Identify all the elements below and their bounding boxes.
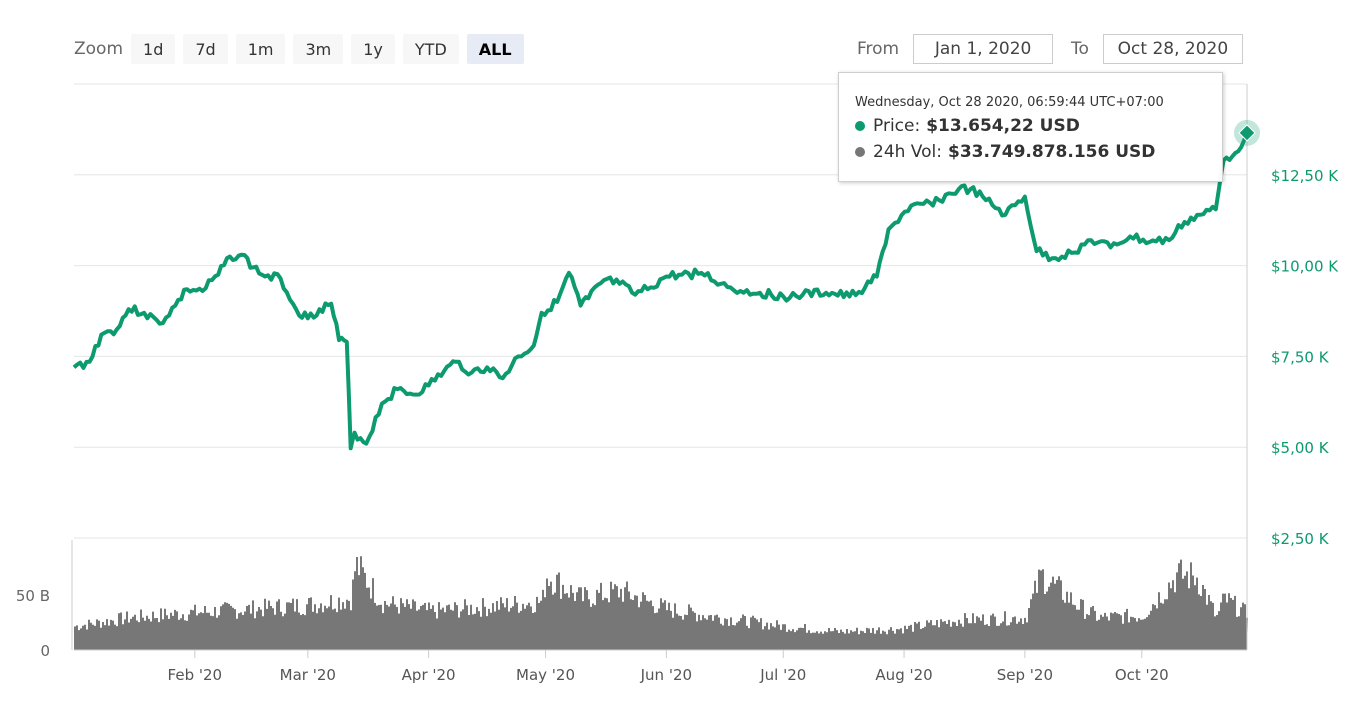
price-series-line xyxy=(72,132,1249,451)
hover-marker xyxy=(1234,119,1260,146)
volume-dot-icon xyxy=(855,147,865,157)
price-tick-label: $10,00 K xyxy=(1271,258,1339,276)
zoom-1m-button[interactable]: 1m xyxy=(235,34,286,64)
chart-axes xyxy=(71,84,1248,651)
zoom-7d-button[interactable]: 7d xyxy=(183,34,228,64)
zoom-all-button[interactable]: ALL xyxy=(466,34,524,64)
x-tick-label: Aug '20 xyxy=(875,666,932,684)
from-date-input[interactable]: Jan 1, 2020 xyxy=(913,34,1054,64)
zoom-1d-button[interactable]: 1d xyxy=(131,34,176,64)
zoom-label: Zoom xyxy=(74,39,124,59)
tooltip-volume-row: 24h Vol: $33.749.878.156 USD xyxy=(855,142,1206,162)
price-dot-icon xyxy=(855,121,865,131)
x-tick-label: Jul '20 xyxy=(759,666,806,684)
to-label: To xyxy=(1071,39,1089,59)
tooltip-volume-value: $33.749.878.156 USD xyxy=(947,142,1156,162)
zoom-selector: Zoom 1d 7d 1m 3m 1y YTD ALL xyxy=(74,33,532,65)
from-label: From xyxy=(857,39,900,59)
price-tooltip: Wednesday, Oct 28 2020, 06:59:44 UTC+07:… xyxy=(838,72,1223,182)
tooltip-price-label: Price: xyxy=(873,116,921,136)
volume-series xyxy=(74,556,1248,650)
zoom-3m-button[interactable]: 3m xyxy=(293,34,344,64)
tooltip-price-value: $13.654,22 USD xyxy=(926,116,1080,136)
tooltip-volume-label: 24h Vol: xyxy=(873,142,942,162)
x-tick-label: Sep '20 xyxy=(997,666,1053,684)
volume-tick-label: 50 B xyxy=(16,587,50,605)
date-range-from: From Jan 1, 2020 xyxy=(857,33,1054,65)
price-tick-label: $12,50 K xyxy=(1271,167,1339,185)
x-tick-label: Mar '20 xyxy=(280,666,336,684)
x-tick-label: May '20 xyxy=(516,666,575,684)
zoom-ytd-button[interactable]: YTD xyxy=(402,34,459,64)
zoom-1y-button[interactable]: 1y xyxy=(351,34,395,64)
price-tick-label: $2,50 K xyxy=(1271,530,1330,548)
price-tick-label: $5,00 K xyxy=(1271,439,1330,457)
volume-area xyxy=(74,556,1248,650)
volume-tick-label: 0 xyxy=(40,642,50,660)
date-range-to: To Oct 28, 2020 xyxy=(1071,33,1243,65)
to-date-input[interactable]: Oct 28, 2020 xyxy=(1102,34,1243,64)
price-tick-label: $7,50 K xyxy=(1271,348,1330,366)
x-tick-label: Oct '20 xyxy=(1115,666,1169,684)
hover-point xyxy=(1238,124,1256,142)
x-tick-label: Feb '20 xyxy=(168,666,223,684)
x-tick-label: Jun '20 xyxy=(640,666,692,684)
volume-axis-labels: 0 50 B xyxy=(16,587,50,660)
tooltip-price-row: Price: $13.654,22 USD xyxy=(855,116,1206,136)
x-tick-label: Apr '20 xyxy=(402,666,456,684)
price-axis-labels: $2,50 K $5,00 K $7,50 K $10,00 K $12,50 K xyxy=(1271,167,1339,548)
tooltip-date: Wednesday, Oct 28 2020, 06:59:44 UTC+07:… xyxy=(855,95,1164,110)
x-axis-labels: Feb '20 Mar '20 Apr '20 May '20 Jun '20 Jul '… xyxy=(168,650,1169,684)
